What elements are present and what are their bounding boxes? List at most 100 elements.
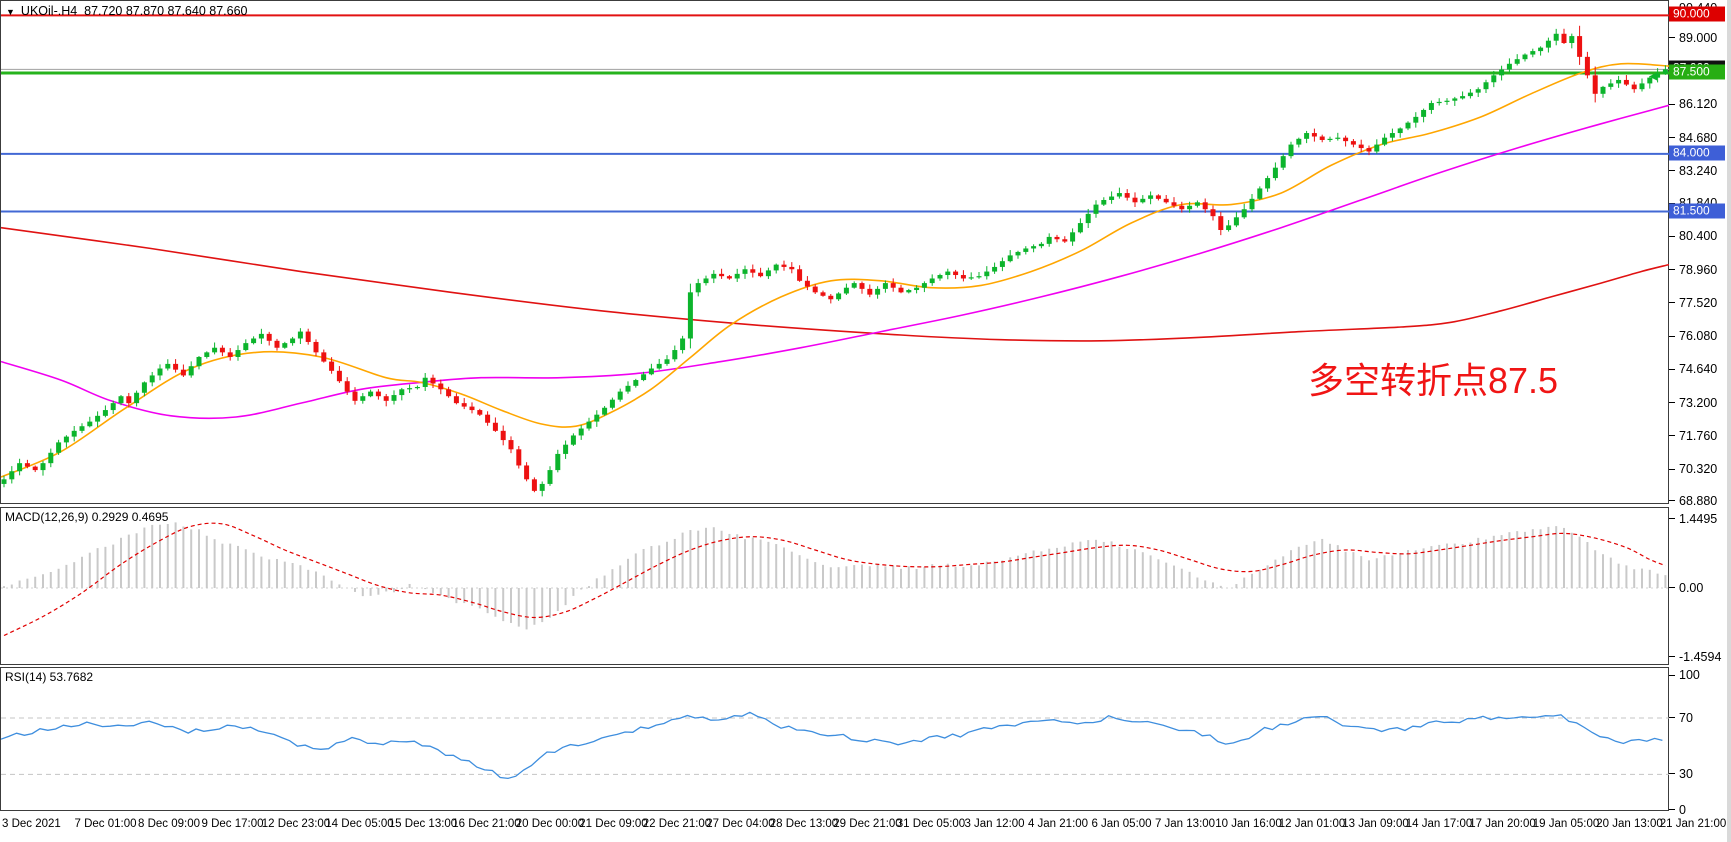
time-label[interactable]: 31 Dec 05:00: [896, 818, 966, 830]
candle-body: [180, 369, 186, 376]
price-tick-70.320: 70.320: [1679, 462, 1718, 477]
candle-body: [687, 292, 693, 339]
time-label[interactable]: 7 Jan 13:00: [1154, 818, 1216, 830]
candle-body: [212, 347, 218, 353]
time-label[interactable]: 9 Dec 17:00: [201, 818, 264, 830]
candle-body: [258, 333, 264, 339]
candle-body: [1304, 133, 1310, 139]
candle-body: [141, 382, 147, 393]
candle-body: [851, 283, 857, 288]
time-label[interactable]: 27 Dec 04:00: [706, 818, 775, 830]
time-label[interactable]: 7 Dec 01:00: [74, 818, 137, 830]
candle-body: [1311, 133, 1317, 137]
time-label[interactable]: 12 Dec 23:00: [261, 818, 331, 830]
price-tick-80.400-tickmark: [1669, 235, 1675, 237]
price-tick-83.240: 83.240: [1679, 163, 1718, 178]
candle-body: [1530, 51, 1536, 55]
time-label[interactable]: 4 Jan 21:00: [1027, 818, 1089, 830]
time-label[interactable]: 28 Dec 13:00: [769, 818, 839, 830]
candle-body: [1007, 255, 1013, 262]
candle-body: [149, 375, 155, 383]
time-label[interactable]: 21 Jan 21:00: [1659, 818, 1727, 830]
time-label[interactable]: 16 Dec 21:00: [452, 818, 521, 830]
candle-body: [1631, 84, 1637, 90]
candle-body: [1592, 75, 1598, 94]
time-axis[interactable]: 3 Dec 2021 7 Dec 01:00 8 Dec 09:00 9 Dec 17…: [0, 811, 1726, 842]
time-label[interactable]: 6 Jan 05:00: [1091, 818, 1152, 830]
price-axis[interactable]: 90.44089.00086.12084.68083.24081.84080.4…: [1669, 0, 1731, 842]
time-label[interactable]: 14 Dec 05:00: [325, 818, 394, 830]
candle-body: [602, 407, 608, 415]
candlestick-canvas[interactable]: [1, 1, 1669, 504]
time-label[interactable]: 8 Dec 09:00: [137, 818, 201, 830]
time-label[interactable]: 21 Dec 09:00: [579, 818, 648, 830]
price-badge-87.500: 87.500: [1669, 64, 1725, 80]
price-tick-73.200: 73.200: [1679, 395, 1718, 410]
candle-body: [32, 466, 38, 471]
time-label[interactable]: 19 Jan 05:00: [1532, 818, 1600, 830]
candle-body: [929, 278, 935, 284]
candle-body: [251, 338, 257, 344]
time-label[interactable]: 14 Jan 17:00: [1405, 818, 1473, 830]
price-tick-83.240-tickmark: [1669, 170, 1675, 172]
candle-body: [1140, 198, 1146, 203]
ma-slow-line[interactable]: [1, 226, 1669, 342]
candle-body: [1553, 33, 1559, 41]
candle-body: [1374, 144, 1380, 152]
price-tick-78.960-tickmark: [1669, 269, 1675, 271]
candle-body: [375, 391, 381, 397]
candle-body: [360, 396, 366, 401]
candle-body: [859, 283, 865, 289]
price-tick-68.880: 68.880: [1679, 493, 1718, 508]
rsi-canvas[interactable]: [1, 668, 1669, 810]
price-tick-76.080: 76.080: [1679, 329, 1718, 344]
candle-body: [1545, 40, 1551, 48]
candle-body: [625, 385, 631, 392]
candle-body: [329, 361, 335, 371]
time-label[interactable]: 15 Dec 13:00: [388, 818, 458, 830]
ma-mid-line[interactable]: [1, 104, 1669, 420]
time-label[interactable]: 10 Jan 16:00: [1215, 818, 1282, 830]
candle-body: [1070, 232, 1076, 242]
candle-body: [867, 288, 873, 295]
main-chart-panel[interactable]: [0, 0, 1669, 504]
time-label[interactable]: 17 Jan 20:00: [1469, 818, 1536, 830]
candle-body: [570, 435, 576, 445]
time-label[interactable]: 3 Jan 12:00: [964, 818, 1025, 830]
candle-body: [1639, 83, 1645, 90]
candle-body: [1662, 69, 1668, 74]
candle-body: [1413, 116, 1419, 123]
time-label[interactable]: 22 Dec 21:00: [642, 818, 712, 830]
macd-tick--1.4594: -1.4594: [1679, 649, 1722, 664]
macd-panel[interactable]: [0, 507, 1669, 665]
rsi-tick-0: 0: [1679, 802, 1686, 817]
candle-body: [1608, 83, 1614, 87]
ma-fast-line[interactable]: [1, 62, 1669, 478]
time-label[interactable]: 3 Dec 2021: [2, 818, 61, 830]
candle-body: [1124, 193, 1130, 198]
macd-canvas[interactable]: [1, 508, 1669, 664]
candle-body: [875, 288, 881, 295]
rsi-panel[interactable]: [0, 667, 1669, 811]
symbol-dropdown-icon[interactable]: ▼: [6, 7, 15, 17]
rsi-line[interactable]: [1, 711, 1663, 780]
time-label[interactable]: 29 Dec 21:00: [833, 818, 902, 830]
price-badge-90.000: 90.000: [1669, 6, 1725, 22]
time-label[interactable]: 20 Dec 00:00: [515, 818, 585, 830]
candle-body: [1421, 109, 1427, 117]
candle-body: [1483, 82, 1489, 90]
candle-body: [1272, 167, 1278, 179]
time-label[interactable]: 13 Jan 09:00: [1342, 818, 1409, 830]
candle-body: [976, 276, 982, 278]
price-tick-74.640: 74.640: [1679, 362, 1718, 377]
candle-body: [703, 278, 709, 284]
macd-signal-line[interactable]: [3, 522, 1666, 637]
candle-body: [906, 290, 912, 293]
candle-body: [898, 287, 904, 293]
candle-body: [461, 403, 467, 407]
time-label[interactable]: 20 Jan 13:00: [1596, 818, 1663, 830]
candle-body: [1241, 209, 1247, 218]
candle-body: [48, 452, 54, 464]
time-label[interactable]: 12 Jan 01:00: [1278, 818, 1346, 830]
candle-body: [882, 283, 888, 289]
